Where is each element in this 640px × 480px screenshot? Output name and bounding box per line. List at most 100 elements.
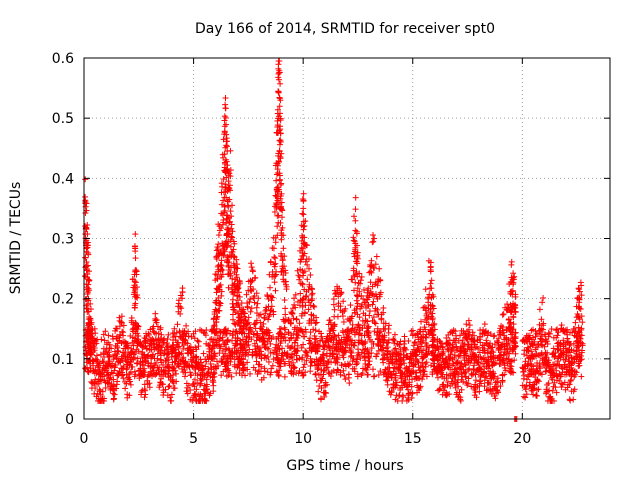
data-point bbox=[308, 291, 315, 298]
data-point bbox=[153, 319, 160, 326]
data-point bbox=[160, 362, 167, 369]
data-point bbox=[540, 294, 547, 301]
data-point bbox=[108, 363, 115, 370]
data-point bbox=[380, 359, 387, 366]
data-point bbox=[111, 367, 118, 374]
x-tick-label: 20 bbox=[513, 431, 531, 447]
data-point bbox=[110, 382, 117, 389]
data-point bbox=[87, 300, 94, 307]
data-point bbox=[100, 359, 107, 366]
data-point bbox=[384, 344, 391, 351]
data-point bbox=[249, 268, 256, 275]
data-point bbox=[288, 344, 295, 351]
data-point bbox=[384, 377, 391, 384]
data-point bbox=[334, 366, 341, 373]
data-point bbox=[299, 210, 306, 217]
data-point bbox=[143, 345, 150, 352]
data-point bbox=[269, 362, 276, 369]
data-point bbox=[310, 302, 317, 309]
data-point bbox=[92, 376, 99, 383]
data-point bbox=[114, 347, 121, 354]
y-tick-label: 0.2 bbox=[52, 292, 74, 308]
data-point bbox=[521, 372, 528, 379]
data-point bbox=[92, 384, 99, 391]
data-point bbox=[98, 336, 105, 343]
data-point bbox=[179, 289, 186, 296]
data-point bbox=[210, 382, 217, 389]
data-point bbox=[195, 338, 202, 345]
data-point bbox=[149, 351, 156, 358]
data-point bbox=[372, 320, 379, 327]
data-point bbox=[104, 380, 111, 387]
data-point bbox=[248, 260, 255, 267]
data-point bbox=[276, 137, 283, 144]
data-point bbox=[268, 365, 275, 372]
data-point bbox=[134, 292, 141, 299]
data-point bbox=[93, 340, 100, 347]
data-point bbox=[345, 371, 352, 378]
data-point bbox=[261, 365, 268, 372]
data-point bbox=[158, 331, 165, 338]
data-point bbox=[178, 305, 185, 312]
data-point bbox=[176, 343, 183, 350]
data-point bbox=[291, 301, 298, 308]
data-point bbox=[370, 238, 377, 245]
data-point bbox=[119, 365, 126, 372]
data-point bbox=[276, 58, 283, 65]
data-point bbox=[352, 227, 359, 234]
data-point bbox=[466, 322, 473, 329]
data-point bbox=[88, 351, 95, 358]
data-point bbox=[218, 262, 225, 269]
data-point bbox=[89, 326, 96, 333]
data-point bbox=[122, 385, 129, 392]
data-point bbox=[200, 350, 207, 357]
data-point bbox=[427, 268, 434, 275]
data-point bbox=[84, 221, 91, 228]
data-point bbox=[153, 370, 160, 377]
data-point bbox=[96, 388, 103, 395]
data-point bbox=[133, 360, 140, 367]
data-point bbox=[87, 306, 94, 313]
data-point bbox=[162, 371, 169, 378]
data-point bbox=[223, 373, 230, 380]
data-point bbox=[123, 366, 130, 373]
data-point bbox=[421, 304, 428, 311]
data-point bbox=[369, 366, 376, 373]
data-point bbox=[131, 368, 138, 375]
data-point bbox=[326, 317, 333, 324]
data-point bbox=[86, 313, 93, 320]
data-point bbox=[335, 332, 342, 339]
data-point bbox=[147, 368, 154, 375]
data-point bbox=[113, 343, 120, 350]
data-point bbox=[307, 272, 314, 279]
data-point bbox=[352, 206, 359, 213]
data-point bbox=[135, 339, 142, 346]
data-point bbox=[300, 341, 307, 348]
data-point bbox=[157, 357, 164, 364]
data-point bbox=[123, 380, 130, 387]
data-point bbox=[297, 290, 304, 297]
data-point bbox=[171, 346, 178, 353]
data-point bbox=[105, 371, 112, 378]
data-point bbox=[84, 262, 91, 269]
y-tick-label: 0.3 bbox=[52, 232, 74, 248]
x-axis-label: GPS time / hours bbox=[286, 458, 403, 474]
data-point bbox=[128, 314, 135, 321]
data-point bbox=[131, 304, 138, 311]
data-point bbox=[227, 147, 234, 154]
data-point bbox=[165, 356, 172, 363]
data-point bbox=[376, 265, 383, 272]
data-point bbox=[132, 300, 139, 307]
data-point bbox=[422, 286, 429, 293]
data-point bbox=[120, 322, 127, 329]
data-point bbox=[275, 88, 282, 95]
data-point bbox=[278, 180, 285, 187]
data-point bbox=[499, 311, 506, 318]
data-point bbox=[434, 374, 441, 381]
data-point bbox=[84, 239, 91, 246]
data-point bbox=[102, 384, 109, 391]
data-point bbox=[116, 331, 123, 338]
data-point bbox=[304, 276, 311, 283]
data-point bbox=[157, 326, 164, 333]
data-point bbox=[111, 364, 118, 371]
